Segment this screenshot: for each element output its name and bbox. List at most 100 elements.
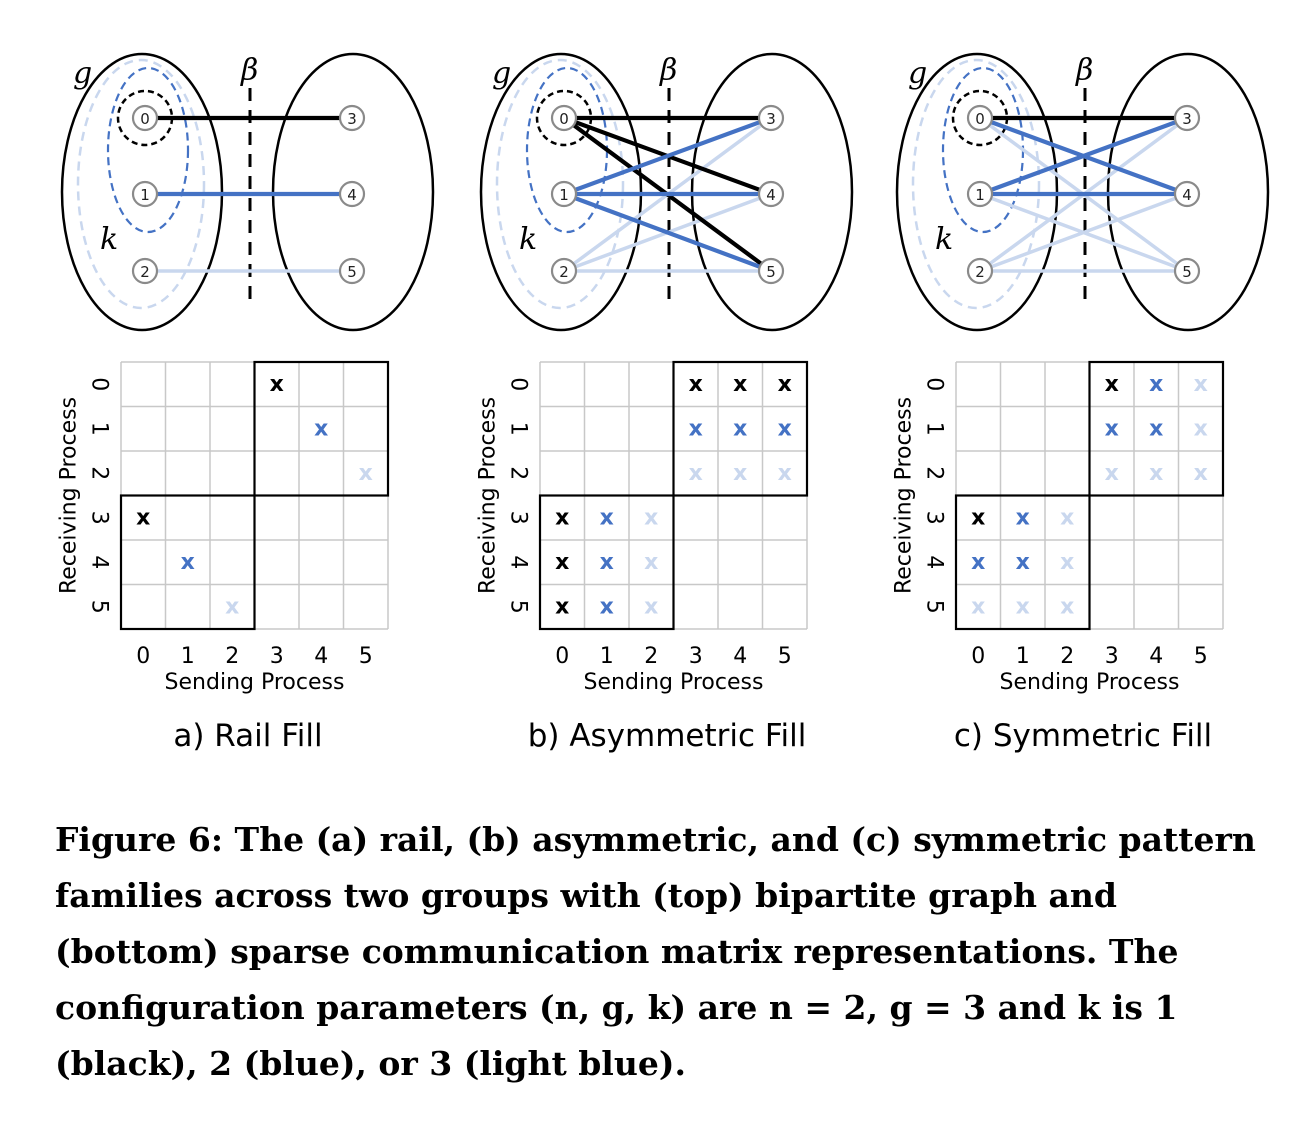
node-1	[131, 180, 159, 208]
matrix-mark-3-1: x	[600, 505, 614, 530]
matrix-mark-2-4: x	[1149, 461, 1163, 486]
y-tick-1: 1	[506, 422, 531, 436]
x-tick-5: 5	[1194, 644, 1208, 669]
node-label-5: 5	[1182, 263, 1192, 281]
panel-title: c) Symmetric Fill	[954, 718, 1212, 754]
node-3	[338, 104, 366, 132]
matrix-mark-5-0: x	[555, 594, 569, 619]
k3-scope-outline	[911, 58, 1041, 310]
k-label: k	[519, 222, 537, 257]
node-4	[757, 180, 785, 208]
block-upper-right	[1088, 360, 1225, 497]
node-label-1: 1	[975, 186, 985, 204]
node-5	[757, 257, 785, 285]
node-label-0: 0	[975, 110, 985, 128]
matrix-mark-1-5: x	[1194, 416, 1208, 441]
y-tick-3: 3	[922, 511, 947, 525]
matrix-mark-0-3: x	[689, 372, 703, 397]
matrix-mark-0-3: x	[270, 372, 284, 397]
node-label-4: 4	[766, 186, 776, 204]
y-tick-1: 1	[87, 422, 112, 436]
y-tick-0: 0	[87, 377, 112, 391]
node-3	[757, 104, 785, 132]
beta-label: β	[659, 53, 677, 88]
y-axis-label: Receiving Process	[476, 397, 501, 594]
matrix-mark-2-3: x	[1105, 461, 1119, 486]
x-tick-4: 4	[733, 644, 747, 669]
node-5	[338, 257, 366, 285]
y-tick-4: 4	[922, 555, 947, 569]
matrix-mark-2-5: x	[778, 461, 792, 486]
block-lower-left	[119, 494, 256, 631]
edge-2-4	[978, 192, 1189, 273]
x-tick-2: 2	[644, 644, 658, 669]
x-tick-4: 4	[314, 644, 328, 669]
x-tick-5: 5	[778, 644, 792, 669]
y-axis-label: Receiving Process	[57, 397, 82, 594]
k2-scope-outline	[106, 66, 190, 234]
node-label-2: 2	[975, 263, 985, 281]
x-axis-label: Sending Process	[165, 670, 345, 695]
y-tick-2: 2	[87, 466, 112, 480]
y-tick-2: 2	[922, 466, 947, 480]
k3-scope-outline	[495, 58, 625, 310]
edge-1-3	[561, 115, 774, 197]
matrix-mark-5-2: x	[225, 594, 239, 619]
matrix-mark-5-1: x	[1016, 594, 1030, 619]
g-label: g	[73, 56, 92, 91]
x-tick-1: 1	[600, 644, 614, 669]
node-label-0: 0	[140, 110, 150, 128]
matrix-mark-5-1: x	[600, 594, 614, 619]
node-label-5: 5	[347, 263, 357, 281]
y-tick-5: 5	[87, 600, 112, 614]
node-4	[1173, 180, 1201, 208]
node-4	[338, 180, 366, 208]
node-label-1: 1	[140, 186, 150, 204]
k-label: k	[935, 222, 953, 257]
figure-caption: Figure 6: The (a) rail, (b) asymmetric, …	[55, 820, 1256, 1083]
node-5	[1173, 257, 1201, 285]
y-tick-4: 4	[87, 555, 112, 569]
matrix-mark-4-1: x	[181, 550, 195, 575]
matrix-mark-4-0: x	[555, 550, 569, 575]
matrix-mark-1-5: x	[778, 416, 792, 441]
x-tick-2: 2	[225, 644, 239, 669]
node-label-2: 2	[140, 263, 150, 281]
node-label-0: 0	[559, 110, 569, 128]
node-1	[550, 180, 578, 208]
panel-title: b) Asymmetric Fill	[528, 718, 807, 754]
edge-1-5	[561, 191, 774, 274]
matrix-mark-3-0: x	[971, 505, 985, 530]
node-2	[966, 257, 994, 285]
node-2	[550, 257, 578, 285]
x-tick-2: 2	[1060, 644, 1074, 669]
matrix-mark-1-3: x	[1105, 416, 1119, 441]
x-tick-3: 3	[270, 644, 284, 669]
x-tick-0: 0	[555, 644, 569, 669]
x-tick-0: 0	[136, 644, 150, 669]
x-tick-1: 1	[1016, 644, 1030, 669]
y-tick-4: 4	[506, 555, 531, 569]
matrix-mark-2-5: x	[359, 461, 373, 486]
matrix-mark-1-4: x	[314, 416, 328, 441]
matrix-mark-3-1: x	[1016, 505, 1030, 530]
node-0	[550, 104, 578, 132]
matrix-mark-4-2: x	[1060, 550, 1074, 575]
matrix-mark-4-2: x	[644, 550, 658, 575]
panel-a: g β k 0 1 2 3 4 5 x x x x x x 0 0 1 1 2 2 3 3 4 4 5 5 Sending Proce…	[57, 52, 435, 754]
matrix-mark-1-4: x	[1149, 416, 1163, 441]
matrix-mark-2-5: x	[1194, 461, 1208, 486]
node-label-3: 3	[1182, 110, 1192, 128]
matrix-mark-0-5: x	[778, 372, 792, 397]
y-tick-3: 3	[87, 511, 112, 525]
k2-scope-outline	[941, 66, 1025, 234]
y-tick-0: 0	[922, 377, 947, 391]
g-label: g	[908, 56, 927, 91]
node-0	[966, 104, 994, 132]
x-tick-5: 5	[359, 644, 373, 669]
k-label: k	[100, 222, 118, 257]
matrix-mark-1-3: x	[689, 416, 703, 441]
matrix-mark-5-2: x	[644, 594, 658, 619]
matrix-mark-2-3: x	[689, 461, 703, 486]
matrix-mark-1-4: x	[733, 416, 747, 441]
